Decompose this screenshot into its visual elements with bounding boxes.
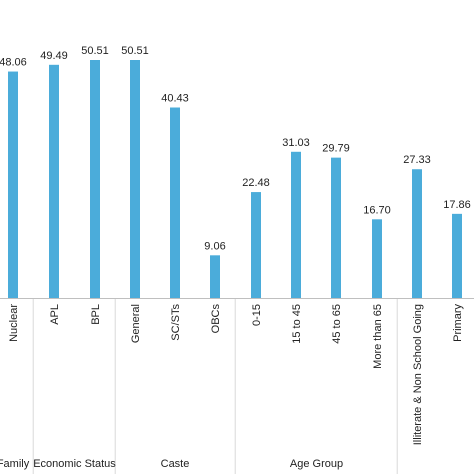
bar: [130, 60, 140, 298]
value-label: 9.06: [204, 240, 225, 252]
category-label: 45 to 65: [331, 304, 343, 344]
group-label: Economic Status: [33, 458, 116, 470]
category-label: APL: [49, 304, 61, 325]
value-label: 50.51: [121, 45, 149, 57]
category-label: More than 65: [372, 304, 384, 369]
value-labels-layer: 48.06 49.49 50.51 50.51 40.43 9.06 22.48 31.03 2…: [0, 45, 471, 252]
category-label: Nuclear: [8, 304, 20, 342]
bar: [291, 151, 301, 298]
bar: [331, 157, 341, 298]
value-label: 31.03: [282, 137, 310, 149]
value-label: 40.43: [161, 92, 189, 104]
group-label: Caste: [161, 458, 190, 470]
value-label: 27.33: [403, 154, 431, 166]
bar: [170, 107, 180, 298]
group-labels-layer: Family Economic Status Caste Age Group: [0, 299, 398, 474]
bar: [452, 213, 462, 298]
value-label: 29.79: [322, 143, 350, 155]
value-label: 49.49: [40, 50, 68, 62]
bar: [412, 169, 422, 298]
value-label: 17.86: [443, 199, 471, 211]
category-label: SC/STs: [170, 304, 182, 341]
category-label: Primary: [452, 304, 464, 342]
category-labels-layer: Nuclear APL BPL General SC/STs OBCs 0-15 15 to …: [8, 304, 464, 446]
group-label: Family: [0, 458, 30, 470]
bar: [49, 64, 59, 298]
bars-layer: [8, 60, 462, 298]
group-label: Age Group: [290, 458, 343, 470]
bar: [372, 219, 382, 298]
category-label: 0-15: [251, 304, 263, 326]
category-label: OBCs: [210, 304, 222, 334]
bar: [251, 192, 261, 298]
bar: [90, 60, 100, 298]
bar: [8, 71, 18, 298]
bar: [210, 255, 220, 298]
value-label: 22.48: [242, 177, 270, 189]
category-label: General: [130, 304, 142, 343]
category-label: Illiterate & Non School Going: [412, 304, 424, 445]
category-label: 15 to 45: [291, 304, 303, 344]
value-label: 48.06: [0, 57, 27, 69]
value-label: 50.51: [81, 45, 109, 57]
category-label: BPL: [90, 304, 102, 325]
value-label: 16.70: [363, 204, 391, 216]
